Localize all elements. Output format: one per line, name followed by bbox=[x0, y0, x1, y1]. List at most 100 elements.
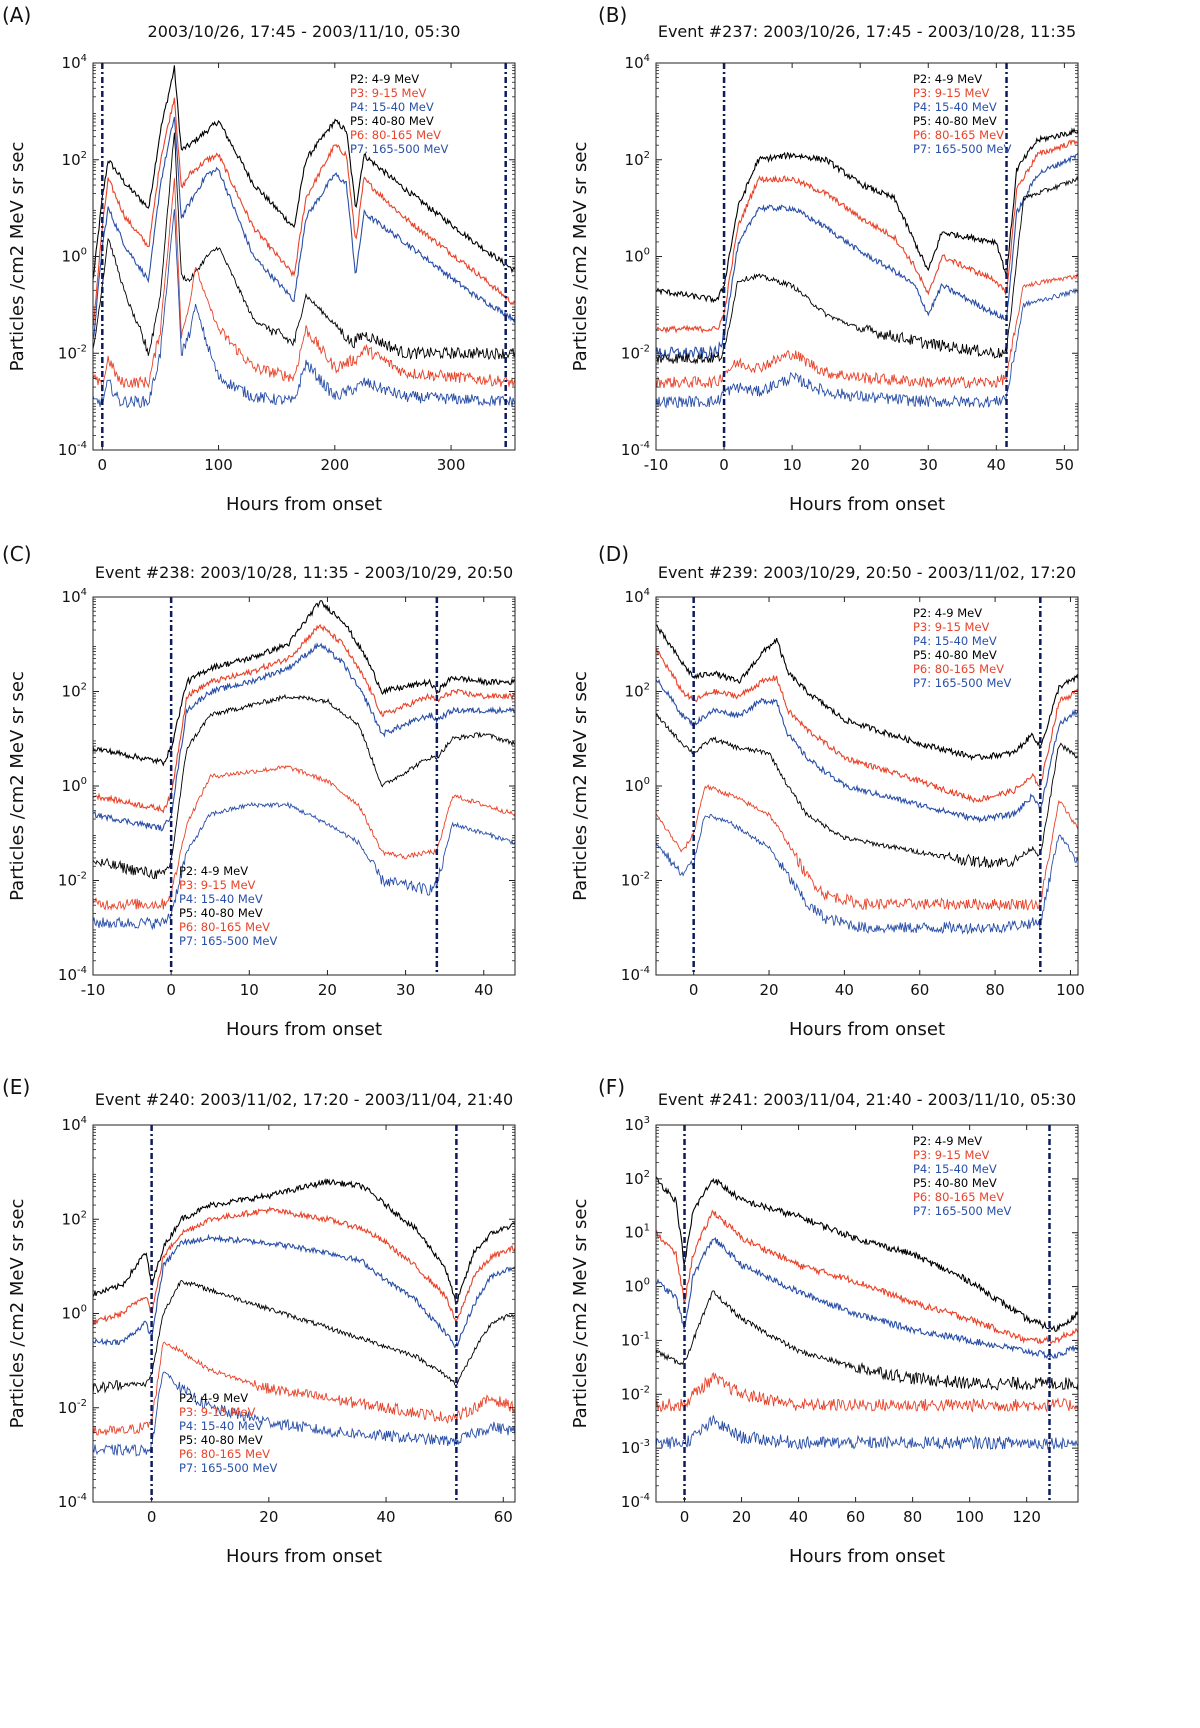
x-tick-label: 20 bbox=[259, 1508, 278, 1526]
x-tick-label: 0 bbox=[680, 1508, 690, 1526]
legend-entry: P7: 165-500 MeV bbox=[913, 142, 1011, 156]
legend-entry: P4: 15-40 MeV bbox=[913, 1162, 997, 1176]
x-tick-label: 100 bbox=[955, 1508, 984, 1526]
legend-entry: P4: 15-40 MeV bbox=[179, 1419, 263, 1433]
series-line-p3 bbox=[93, 1205, 515, 1326]
legend-entry: P5: 40-80 MeV bbox=[179, 906, 263, 920]
legend-entry: P4: 15-40 MeV bbox=[913, 100, 997, 114]
legend-entry: P2: 4-9 MeV bbox=[913, 72, 982, 86]
series-line-p3 bbox=[656, 139, 1078, 335]
y-tick-label: 102 bbox=[62, 1209, 87, 1228]
legend-entry: P3: 9-15 MeV bbox=[179, 1405, 256, 1419]
panel-label: (C) bbox=[2, 542, 32, 566]
legend-entry: P5: 40-80 MeV bbox=[179, 1433, 263, 1447]
panel-5: (F) Event #241: 2003/11/04, 21:40 - 2003/… bbox=[570, 1075, 1079, 1567]
y-tick-label: 10-3 bbox=[621, 1438, 650, 1457]
chart-title: Event #239: 2003/10/29, 20:50 - 2003/11/… bbox=[658, 563, 1076, 582]
legend-entry: P2: 4-9 MeV bbox=[350, 72, 419, 86]
legend-entry: P7: 165-500 MeV bbox=[913, 676, 1011, 690]
series-line-p5 bbox=[656, 175, 1078, 365]
x-tick-label: 10 bbox=[240, 981, 259, 999]
legend-entry: P2: 4-9 MeV bbox=[913, 1134, 982, 1148]
x-tick-label: 40 bbox=[835, 981, 854, 999]
y-tick-label: 100 bbox=[62, 776, 87, 795]
y-tick-label: 104 bbox=[62, 53, 87, 72]
plot-frame bbox=[655, 596, 1079, 976]
x-tick-label: 0 bbox=[166, 981, 176, 999]
x-axis-label: Hours from onset bbox=[789, 1546, 945, 1567]
legend-entry: P2: 4-9 MeV bbox=[179, 864, 248, 878]
plot-frame bbox=[655, 1124, 1079, 1503]
y-tick-label: 104 bbox=[62, 1115, 87, 1134]
x-tick-label: 60 bbox=[910, 981, 929, 999]
series-line-p5 bbox=[656, 713, 1078, 869]
y-tick-label: 10-1 bbox=[621, 1330, 650, 1349]
series-line-p4 bbox=[656, 679, 1078, 824]
series-line-p7 bbox=[93, 209, 515, 409]
legend-entry: P6: 80-165 MeV bbox=[913, 128, 1004, 142]
legend-entry: P6: 80-165 MeV bbox=[350, 128, 441, 142]
chart-title: 2003/10/26, 17:45 - 2003/11/10, 05:30 bbox=[148, 22, 461, 41]
legend-entry: P4: 15-40 MeV bbox=[350, 100, 434, 114]
series-line-p3 bbox=[93, 623, 515, 814]
y-tick-label: 102 bbox=[62, 150, 87, 169]
y-tick-label: 100 bbox=[62, 1304, 87, 1323]
y-tick-label: 10-2 bbox=[58, 871, 87, 890]
legend-entry: P4: 15-40 MeV bbox=[179, 892, 263, 906]
series-line-p5 bbox=[656, 1290, 1078, 1391]
series-line-p2 bbox=[93, 599, 515, 767]
series-line-p4 bbox=[93, 116, 515, 339]
panel-label: (B) bbox=[598, 3, 627, 27]
series-line-p2 bbox=[93, 65, 515, 280]
panel-1: (B) Event #237: 2003/10/26, 17:45 - 2003/… bbox=[570, 3, 1079, 515]
y-tick-label: 100 bbox=[625, 247, 650, 266]
y-tick-label: 102 bbox=[625, 150, 650, 169]
x-tick-label: 300 bbox=[437, 456, 466, 474]
legend-entry: P2: 4-9 MeV bbox=[913, 606, 982, 620]
y-axis-label: Particles /cm2 MeV sr sec bbox=[7, 1199, 28, 1429]
legend-entry: P5: 40-80 MeV bbox=[350, 114, 434, 128]
legend-entry: P5: 40-80 MeV bbox=[913, 114, 997, 128]
x-tick-label: 40 bbox=[377, 1508, 396, 1526]
x-tick-label: 30 bbox=[396, 981, 415, 999]
x-tick-label: 20 bbox=[732, 1508, 751, 1526]
series-group bbox=[656, 1176, 1078, 1451]
legend-entry: P5: 40-80 MeV bbox=[913, 648, 997, 662]
x-axis-label: Hours from onset bbox=[226, 1546, 382, 1567]
series-line-p6 bbox=[656, 272, 1078, 389]
series-line-p7 bbox=[93, 1371, 515, 1457]
legend-entry: P7: 165-500 MeV bbox=[350, 142, 448, 156]
y-tick-label: 10-2 bbox=[621, 1384, 650, 1403]
y-tick-label: 100 bbox=[625, 1277, 650, 1296]
legend-entry: P7: 165-500 MeV bbox=[179, 934, 277, 948]
y-tick-label: 10-2 bbox=[621, 871, 650, 890]
x-tick-label: 80 bbox=[903, 1508, 922, 1526]
legend-entry: P3: 9-15 MeV bbox=[913, 620, 990, 634]
series-line-p2 bbox=[93, 1178, 515, 1305]
x-tick-label: 100 bbox=[204, 456, 233, 474]
y-tick-label: 102 bbox=[625, 1169, 650, 1188]
x-tick-label: 60 bbox=[846, 1508, 865, 1526]
series-line-p4 bbox=[93, 1233, 515, 1348]
legend-entry: P7: 165-500 MeV bbox=[913, 1204, 1011, 1218]
y-axis-label: Particles /cm2 MeV sr sec bbox=[7, 671, 28, 901]
series-line-p5 bbox=[93, 693, 515, 880]
y-tick-label: 100 bbox=[62, 247, 87, 266]
y-tick-label: 10-2 bbox=[621, 343, 650, 362]
panel-label: (F) bbox=[598, 1075, 625, 1099]
x-axis-label: Hours from onset bbox=[789, 494, 945, 515]
series-line-p2 bbox=[656, 1176, 1078, 1333]
x-tick-label: 200 bbox=[320, 456, 349, 474]
series-group bbox=[93, 1178, 515, 1457]
series-line-p4 bbox=[93, 642, 515, 832]
panel-label: (E) bbox=[2, 1075, 30, 1099]
panel-label: (A) bbox=[2, 3, 31, 27]
x-tick-label: -10 bbox=[81, 981, 106, 999]
y-tick-label: 104 bbox=[625, 587, 650, 606]
chart-title: Event #238: 2003/10/28, 11:35 - 2003/10/… bbox=[95, 563, 513, 582]
y-tick-label: 10-2 bbox=[58, 343, 87, 362]
legend-entry: P3: 9-15 MeV bbox=[913, 86, 990, 100]
y-tick-label: 10-4 bbox=[58, 440, 87, 459]
series-line-p3 bbox=[656, 1209, 1078, 1345]
